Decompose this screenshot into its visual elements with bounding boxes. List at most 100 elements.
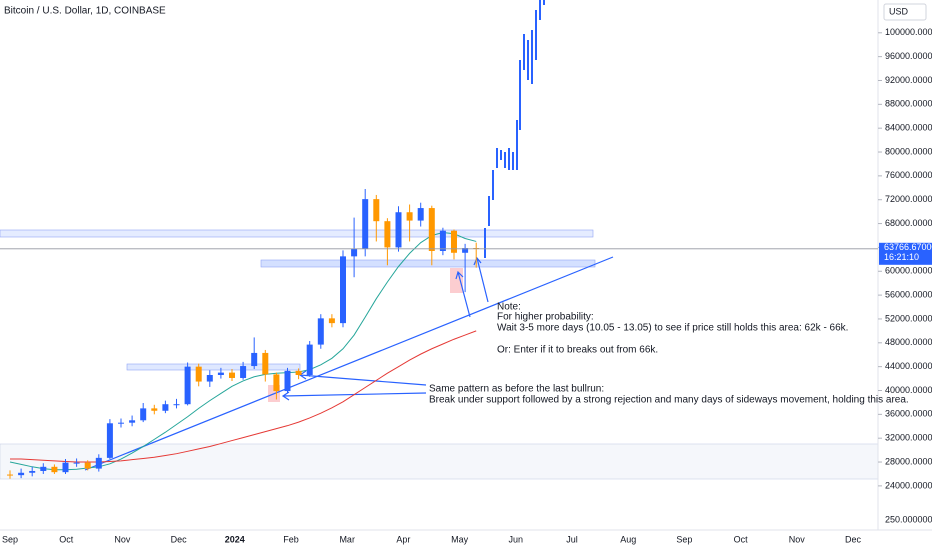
candle-body — [29, 470, 36, 473]
y-tick-label: 24000.000000 — [885, 480, 932, 490]
note-text: Or: Enter if it to breaks out from 66k. — [497, 345, 658, 356]
x-tick-label: Apr — [396, 534, 410, 544]
y-tick-label: 28000.000000 — [885, 456, 932, 466]
candle-body — [306, 344, 313, 375]
y-tick-label: 76000.000000 — [885, 170, 932, 180]
currency-box[interactable] — [883, 3, 927, 21]
y-tick-label: 44000.000000 — [885, 361, 932, 371]
volume-zone — [0, 443, 879, 480]
candle-body — [384, 221, 391, 248]
candle-body — [462, 248, 469, 253]
candle-body — [73, 462, 80, 464]
note-text: Wait 3-5 more days (10.05 - 13.05) to se… — [497, 323, 848, 334]
x-tick-label: Sep — [2, 534, 18, 544]
candle-body — [195, 366, 202, 382]
y-tick-label: 88000.000000 — [885, 99, 932, 109]
annotations: Note:For higher probability:Wait 3-5 mor… — [429, 302, 909, 406]
candle-body — [451, 230, 457, 253]
y-tick-label: 36000.000000 — [885, 409, 932, 419]
candle-body — [373, 199, 380, 222]
candle-body — [340, 256, 346, 324]
arrow — [473, 256, 489, 303]
y-tick-label: 84000.000000 — [885, 123, 932, 133]
projection — [484, 0, 545, 258]
x-tick-label: Mar — [339, 534, 355, 544]
zone — [126, 363, 301, 371]
pattern-text: Break under support followed by a strong… — [429, 395, 909, 406]
candle-body — [62, 462, 69, 473]
candle-body — [106, 423, 113, 458]
y-tick-label: 56000.000000 — [885, 289, 932, 299]
y-tick-label: 32000.000000 — [885, 433, 932, 443]
candle-body — [428, 208, 435, 251]
volume-axis-label: 250.000000 — [885, 514, 932, 524]
x-tick-label: 2024 — [225, 534, 245, 544]
candle-body — [129, 420, 136, 423]
candle-body — [251, 352, 258, 367]
y-tick-label: 100000.000000 — [885, 27, 932, 37]
price-label-box — [879, 242, 932, 265]
arrow — [298, 370, 427, 386]
candle-body — [317, 318, 324, 345]
highlight — [450, 268, 463, 293]
y-tick-label: 48000.000000 — [885, 337, 932, 347]
x-tick-label: Aug — [620, 534, 636, 544]
y-tick-label: 96000.000000 — [885, 51, 932, 61]
candle-body — [273, 374, 280, 392]
x-tick-label: Nov — [789, 534, 806, 544]
candle-body — [18, 472, 25, 476]
candle-body — [262, 352, 269, 375]
candle-body — [217, 372, 224, 375]
candle-body — [151, 408, 158, 411]
note-text: For higher probability: — [497, 312, 594, 323]
x-tick-label: Dec — [845, 534, 862, 544]
candle-body — [206, 374, 213, 382]
y-tick-label: 92000.000000 — [885, 75, 932, 85]
x-tick-label: Oct — [59, 534, 74, 544]
candle-body — [406, 212, 413, 221]
candle-body — [95, 457, 102, 469]
candle-body — [140, 408, 147, 421]
candle-body — [184, 366, 191, 405]
trend-line — [84, 256, 614, 471]
x-tick-label: Feb — [283, 534, 299, 544]
x-tick-label: Nov — [114, 534, 131, 544]
candle-body — [295, 370, 302, 375]
y-tick-label: 52000.000000 — [885, 313, 932, 323]
candle-body — [84, 462, 91, 469]
candle-body — [162, 404, 169, 411]
zone — [260, 259, 596, 268]
candle-body — [395, 212, 402, 248]
x-tick-label: Oct — [734, 534, 749, 544]
candle-body — [51, 466, 58, 473]
candle-body — [362, 199, 369, 249]
currency[interactable]: USD — [889, 6, 909, 16]
candle-body — [328, 318, 335, 324]
candle-body — [40, 466, 47, 471]
candle-body — [240, 366, 247, 378]
pattern-text: Same pattern as before the last bullrun: — [429, 384, 604, 395]
y-tick-label: 72000.000000 — [885, 194, 932, 204]
note-text: Note: — [497, 302, 521, 313]
y-tick-label: 80000.000000 — [885, 146, 932, 156]
candle-body — [118, 422, 124, 424]
y-tick-label: 68000.000000 — [885, 218, 932, 228]
zone — [0, 229, 594, 238]
arrow — [455, 270, 471, 318]
candle-body — [173, 404, 180, 406]
x-tick-label: Jul — [566, 534, 578, 544]
candle-body — [7, 474, 13, 476]
x-tick-label: May — [451, 534, 469, 544]
candle-body — [284, 370, 291, 392]
x-tick-label: Sep — [676, 534, 692, 544]
countdown: 16:21:10 — [884, 252, 919, 262]
price-label: 63766.670000 — [884, 242, 932, 252]
candle-body — [439, 230, 446, 251]
candle-body — [229, 372, 235, 378]
y-tick-label: 40000.000000 — [885, 385, 932, 395]
y-tick-label: 60000.000000 — [885, 266, 932, 276]
candle-body — [351, 248, 358, 257]
candle-body — [417, 208, 424, 221]
x-tick-label: Dec — [171, 534, 188, 544]
